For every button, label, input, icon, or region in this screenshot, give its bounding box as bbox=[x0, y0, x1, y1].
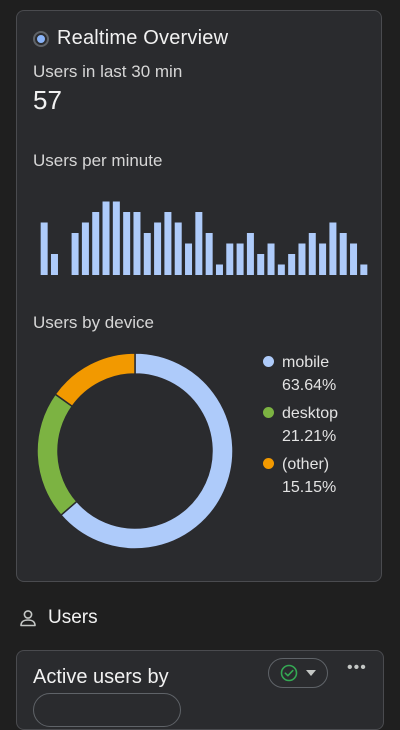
bar-minute-22[interactable] bbox=[257, 254, 265, 275]
legend-value-mobile: 63.64% bbox=[282, 377, 337, 394]
bar-minute-14[interactable] bbox=[174, 222, 182, 276]
bar-minute-24[interactable] bbox=[277, 264, 285, 276]
legend-value-desktop: 21.21% bbox=[282, 428, 337, 445]
bar-minute-5[interactable] bbox=[81, 222, 89, 276]
users-per-minute-label: Users per minute bbox=[33, 151, 163, 170]
realtime-overview-card: Realtime Overview Users in last 30 min 5… bbox=[16, 10, 382, 582]
bar-minute-31[interactable] bbox=[350, 243, 358, 276]
device-legend: mobile 63.64% desktop 21.21% (other) 15.… bbox=[263, 351, 338, 504]
bar-minute-20[interactable] bbox=[236, 243, 244, 276]
bar-minute-8[interactable] bbox=[112, 201, 120, 276]
data-quality-button[interactable] bbox=[268, 658, 328, 688]
legend-item-mobile: mobile 63.64% bbox=[263, 351, 338, 397]
users-per-minute-chart[interactable] bbox=[39, 191, 369, 275]
legend-dot-desktop bbox=[263, 407, 274, 418]
bar-minute-12[interactable] bbox=[154, 222, 162, 276]
bar-minute-27[interactable] bbox=[308, 233, 316, 275]
users-last-30-value: 57 bbox=[33, 85, 62, 115]
legend-label-mobile: mobile bbox=[282, 354, 330, 371]
bar-minute-21[interactable] bbox=[246, 233, 254, 275]
users-section-header: Users bbox=[18, 607, 98, 629]
bar-minute-17[interactable] bbox=[205, 233, 213, 275]
donut-slice-desktop[interactable] bbox=[36, 393, 78, 517]
bar-minute-6[interactable] bbox=[92, 212, 100, 275]
bar-minute-9[interactable] bbox=[123, 212, 131, 275]
person-icon bbox=[20, 610, 36, 627]
bar-minute-13[interactable] bbox=[164, 212, 172, 275]
bar-minute-25[interactable] bbox=[288, 254, 296, 275]
bar-minute-18[interactable] bbox=[215, 264, 223, 276]
bar-minute-30[interactable] bbox=[339, 233, 347, 275]
bar-minute-15[interactable] bbox=[185, 243, 193, 276]
bar-minute-4[interactable] bbox=[71, 233, 79, 275]
legend-value-other: 15.15% bbox=[282, 479, 337, 496]
bar-minute-16[interactable] bbox=[195, 212, 203, 275]
donut-slice-mobile[interactable] bbox=[59, 352, 234, 550]
legend-label-desktop: desktop bbox=[282, 405, 339, 422]
bar-minute-32[interactable] bbox=[360, 264, 368, 276]
bar-minute-28[interactable] bbox=[319, 243, 327, 276]
legend-dot-other bbox=[263, 458, 274, 469]
active-users-card: Active users by ••• bbox=[16, 650, 384, 730]
bar-minute-2[interactable] bbox=[50, 254, 58, 275]
bar-minute-7[interactable] bbox=[102, 201, 110, 276]
legend-label-other: (other) bbox=[282, 456, 330, 473]
chevron-down-icon bbox=[306, 670, 316, 676]
check-circle-icon bbox=[280, 664, 298, 682]
active-users-card-title: Active users by bbox=[33, 666, 169, 688]
users-last-30-label: Users in last 30 min bbox=[33, 62, 183, 81]
users-by-device-donut[interactable] bbox=[35, 351, 235, 551]
live-indicator-icon bbox=[35, 32, 47, 45]
bar-minute-26[interactable] bbox=[298, 243, 306, 276]
card-title: Realtime Overview bbox=[57, 27, 229, 49]
users-by-device-label: Users by device bbox=[33, 313, 154, 332]
bar-minute-19[interactable] bbox=[226, 243, 234, 276]
legend-item-desktop: desktop 21.21% bbox=[263, 402, 338, 448]
legend-item-other: (other) 15.15% bbox=[263, 453, 338, 499]
bar-minute-29[interactable] bbox=[329, 222, 337, 276]
card-header: Realtime Overview bbox=[35, 27, 228, 50]
bar-minute-10[interactable] bbox=[133, 212, 141, 275]
users-section-title: Users bbox=[48, 607, 98, 628]
bar-minute-23[interactable] bbox=[267, 243, 275, 276]
legend-dot-mobile bbox=[263, 356, 274, 367]
donut-slice-other[interactable] bbox=[54, 352, 136, 408]
dimension-selector-chip[interactable] bbox=[33, 693, 181, 727]
bar-minute-11[interactable] bbox=[143, 233, 151, 275]
more-options-icon[interactable]: ••• bbox=[347, 659, 367, 676]
bar-minute-1[interactable] bbox=[40, 222, 48, 276]
